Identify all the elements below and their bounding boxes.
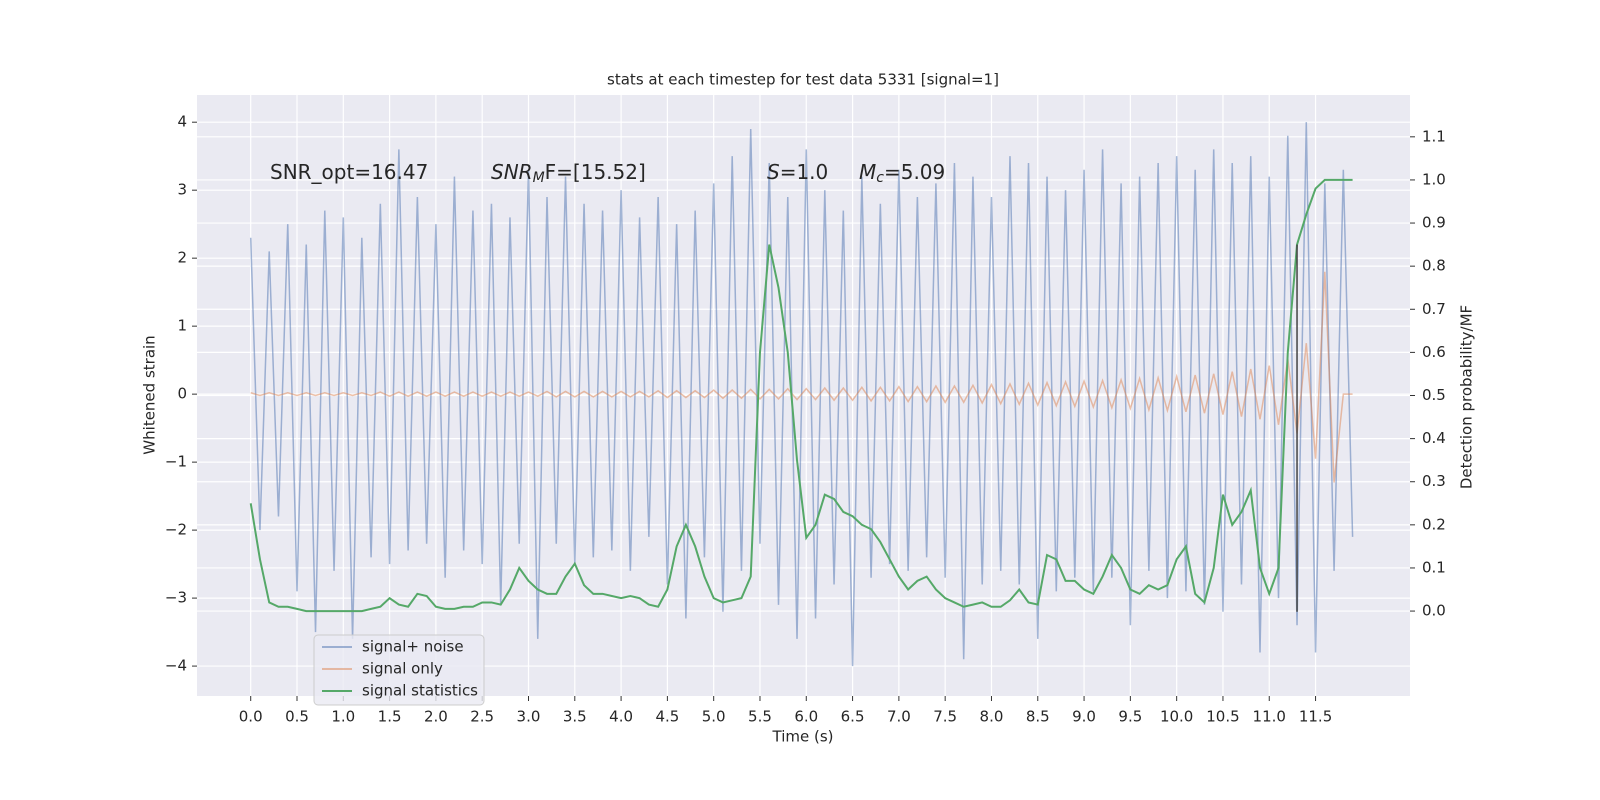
y2-tick-label: 0.9 — [1422, 214, 1446, 232]
y-tick-label: −4 — [165, 657, 187, 675]
x-tick-label: 10.0 — [1160, 708, 1193, 726]
y2-tick-label: 0.1 — [1422, 558, 1446, 576]
x-tick-label: 2.0 — [424, 708, 448, 726]
y2-tick-label: 0.2 — [1422, 515, 1446, 533]
annotation: SNR_opt=16.47 — [270, 160, 428, 184]
y-tick-label: 3 — [177, 181, 187, 199]
y2-axis-label: Detection probability/MF — [1458, 305, 1476, 489]
x-tick-label: 6.5 — [841, 708, 865, 726]
x-tick-label: 0.5 — [285, 708, 309, 726]
legend-label: signal only — [362, 660, 443, 678]
y2-tick-label: 0.5 — [1422, 386, 1446, 404]
annotation-main: SNR_opt=16.47 — [270, 160, 428, 184]
y-tick-label: 0 — [177, 385, 187, 403]
x-tick-label: 3.5 — [563, 708, 587, 726]
x-tick-label: 4.0 — [609, 708, 633, 726]
annotation-rest: =1.0 — [780, 160, 829, 184]
annotation-main: S — [767, 160, 780, 184]
x-tick-label: 10.5 — [1206, 708, 1239, 726]
x-tick-label: 11.5 — [1299, 708, 1332, 726]
annotation-main: M — [859, 160, 876, 184]
x-tick-label: 1.5 — [378, 708, 402, 726]
y2-tick-label: 0.3 — [1422, 472, 1446, 490]
x-tick-label: 3.0 — [517, 708, 541, 726]
x-tick-label: 2.5 — [470, 708, 494, 726]
y2-tick-label: 0.0 — [1422, 602, 1446, 620]
y2-tick-label: 0.8 — [1422, 257, 1446, 275]
annotation-rest: F=[15.52] — [545, 160, 646, 184]
x-tick-label: 8.5 — [1026, 708, 1050, 726]
legend-label: signal+ noise — [362, 638, 464, 656]
y2-tick-label: 0.4 — [1422, 429, 1446, 447]
x-tick-label: 6.0 — [794, 708, 818, 726]
y-axis-label: Whitened strain — [141, 335, 159, 454]
x-tick-label: 8.0 — [980, 708, 1004, 726]
x-tick-label: 1.0 — [331, 708, 355, 726]
y2-tick-label: 0.6 — [1422, 343, 1446, 361]
x-axis-label: Time (s) — [772, 728, 834, 746]
series-line — [249, 178, 1353, 613]
legend-box — [313, 634, 485, 706]
y2-tick-label: 1.0 — [1422, 170, 1446, 188]
y-tick-label: −1 — [165, 453, 187, 471]
annotation: S=1.0 — [767, 160, 828, 184]
annotation-main: SNR — [491, 160, 533, 184]
x-tick-label: 7.5 — [933, 708, 957, 726]
annotation-sub: M — [533, 170, 545, 186]
annotation-rest: =5.09 — [884, 160, 945, 184]
x-tick-label: 9.5 — [1118, 708, 1142, 726]
chart-title: stats at each timestep for test data 533… — [607, 71, 999, 89]
y-tick-label: 1 — [177, 317, 187, 335]
y-tick-label: 4 — [177, 113, 187, 131]
x-tick-label: 11.0 — [1253, 708, 1286, 726]
x-tick-label: 4.5 — [655, 708, 679, 726]
legend-label: signal statistics — [362, 682, 478, 700]
x-tick-label: 7.0 — [887, 708, 911, 726]
x-tick-label: 5.5 — [748, 708, 772, 726]
x-tick-label: 0.0 — [239, 708, 263, 726]
x-tick-label: 9.0 — [1072, 708, 1096, 726]
y2-tick-label: 0.7 — [1422, 300, 1446, 318]
y-tick-label: 2 — [177, 249, 187, 267]
x-tick-label: 5.0 — [702, 708, 726, 726]
annotation: Mc=5.09 — [859, 160, 945, 187]
series-line — [250, 271, 1353, 483]
annotation: SNRMF=[15.52] — [491, 160, 646, 187]
y-tick-label: −3 — [165, 589, 187, 607]
annotation-sub: c — [876, 170, 884, 186]
y-tick-label: −2 — [165, 521, 187, 539]
y2-tick-label: 1.1 — [1422, 127, 1446, 145]
